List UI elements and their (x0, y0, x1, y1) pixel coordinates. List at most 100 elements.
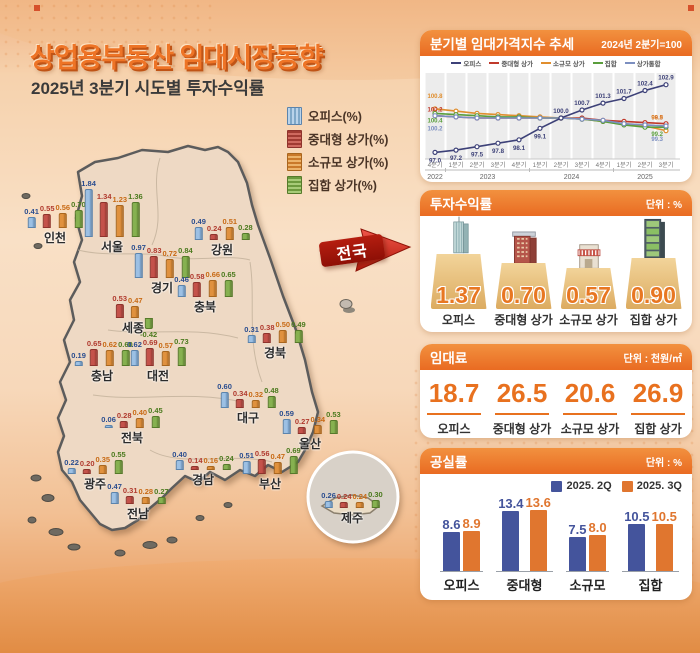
svg-text:3분기: 3분기 (659, 161, 674, 169)
svg-text:1분기: 1분기 (533, 161, 548, 169)
vacancy-bar: 13.6 (526, 496, 551, 571)
svg-text:102.4: 102.4 (637, 81, 653, 88)
investment-value: 1.37 (436, 282, 481, 308)
svg-text:101.3: 101.3 (595, 93, 611, 100)
dot-pattern-top-left (0, 0, 220, 70)
svg-text:2025: 2025 (637, 174, 653, 181)
svg-text:97.2: 97.2 (450, 155, 463, 162)
vacancy-bar: 8.6 (442, 518, 461, 571)
vacancy-category: 집합 (638, 578, 663, 593)
vacancy-group-중대형: 13.4 13.6 중대형 (493, 496, 556, 594)
svg-text:2022: 2022 (427, 174, 443, 181)
svg-text:2분기: 2분기 (470, 161, 485, 169)
rent-item-medium-large: 26.5 중대형 상가 (488, 378, 556, 438)
small-shop-icon (577, 244, 600, 269)
legend-label: 집합 상가(%) (308, 179, 377, 193)
rent-label: 소규모 상가 (560, 422, 620, 436)
vacancy-bar: 7.5 (568, 523, 587, 571)
panel-header: 공실률 단위 : % (420, 448, 692, 474)
svg-text:100.8: 100.8 (427, 94, 443, 100)
medium-large-building-icon (511, 231, 537, 264)
svg-text:100.7: 100.7 (574, 100, 590, 107)
pedestal (495, 263, 552, 309)
investment-label: 중대형 상가 (494, 313, 553, 327)
corner-decor-square (34, 5, 40, 11)
panel-note: 단위 : 천원/㎡ (623, 353, 682, 365)
vacancy-category: 소규모 (569, 578, 606, 593)
office-building-icon (287, 106, 302, 125)
svg-text:100.2: 100.2 (427, 127, 443, 133)
svg-text:99.5: 99.5 (651, 116, 663, 122)
svg-text:101.7: 101.7 (616, 89, 632, 96)
vacancy-group-소규모: 7.5 8.0 소규모 (556, 521, 619, 594)
map-legend: 오피스(%) 중대형 상가(%) 소규모 상가(%) 집합 상가(%) (287, 104, 388, 196)
vacancy-rate-panel: 공실률 단위 : % 2025. 2Q 2025. 3Q 8.6 8.9 오피스 13.… (420, 448, 692, 600)
rent-label: 집합 상가 (634, 422, 682, 436)
rent-label: 오피스 (437, 422, 471, 436)
rent-value: 26.5 (496, 378, 548, 408)
svg-text:4분기: 4분기 (596, 161, 611, 169)
legend-label: 오피스(%) (308, 110, 362, 124)
east-islet (339, 299, 355, 313)
svg-text:97.0: 97.0 (429, 157, 442, 164)
page-title: 상업용부동산 임대시장동향 (30, 43, 324, 73)
legend-label: 중대형 상가(%) (308, 133, 389, 147)
vacancy-legend-entry: 2025. 2Q (551, 480, 612, 492)
pedestal (625, 257, 682, 309)
rent-value: 26.9 (632, 378, 684, 408)
rent-item-office: 18.7 오피스 (420, 378, 488, 438)
investment-value: 0.90 (631, 282, 676, 308)
vacancy-bar-groups: 8.6 8.9 오피스 13.4 13.6 중대형 7.5 8.0 소규모 10.5 10.5 집합 (430, 496, 682, 594)
panel-title: 임대료 (430, 351, 468, 366)
investment-item-medium-large: 0.70 중대형 상가 (491, 216, 556, 332)
legend-entry: 집합 (592, 58, 617, 68)
investment-value: 0.70 (501, 282, 546, 308)
panel-header: 임대료 단위 : 천원/㎡ (420, 344, 692, 370)
investment-value: 0.57 (566, 282, 611, 308)
vacancy-category: 오피스 (443, 578, 480, 593)
korea-map (21, 144, 412, 557)
vacancy-legend-entry: 2025. 3Q (621, 480, 682, 492)
svg-text:98.1: 98.1 (513, 145, 526, 152)
investment-items: 1.37 오피스 0.70 중대형 상가 0.57 소 (420, 216, 692, 332)
legend-item-office: 오피스(%) (287, 104, 388, 127)
svg-text:100.0: 100.0 (553, 108, 569, 115)
legend-entry: 상가통합 (624, 58, 661, 68)
office-tower-icon (452, 216, 469, 254)
investment-item-small: 0.57 소규모 상가 (556, 216, 621, 332)
panel-note: 단위 : % (645, 199, 682, 211)
index-chart-legend: 오피스 중대형 상가 소규모 상가 집합 상가통합 (420, 56, 692, 69)
legend-entry: 소규모 상가 (541, 58, 585, 68)
coastal-islands (21, 193, 233, 557)
small-shop-building-icon (287, 152, 302, 171)
rent-label: 중대형 상가 (492, 422, 552, 436)
panel-title: 공실률 (430, 455, 468, 470)
panel-title: 분기별 임대가격지수 추세 (430, 37, 575, 52)
vacancy-group-오피스: 8.6 8.9 오피스 (430, 517, 493, 594)
svg-text:99.2: 99.2 (651, 132, 663, 138)
rental-price-index-panel: 분기별 임대가격지수 추세 2024년 2분기=100 오피스 중대형 상가 소규모… (420, 30, 692, 182)
legend-label: 소규모 상가(%) (308, 156, 389, 170)
divider (427, 413, 481, 415)
svg-text:97.8: 97.8 (492, 148, 505, 155)
vacancy-chart: 2025. 2Q 2025. 3Q 8.6 8.9 오피스 13.4 13.6 중대형 7.5… (420, 474, 692, 600)
pedestal (560, 268, 617, 309)
svg-text:2분기: 2분기 (554, 161, 569, 169)
svg-text:97.5: 97.5 (471, 152, 484, 159)
svg-text:3분기: 3분기 (575, 161, 590, 169)
investment-item-aggregate: 0.90 집합 상가 (621, 216, 686, 332)
svg-text:2분기: 2분기 (638, 161, 653, 169)
medium-large-building-icon (287, 129, 302, 148)
rent-value: 18.7 (428, 378, 480, 408)
panel-note: 2024년 2분기=100 (601, 39, 682, 51)
svg-text:3분기: 3분기 (491, 161, 506, 169)
aggregate-building-icon (287, 175, 302, 194)
mainland-outline (56, 144, 320, 532)
investment-label: 소규모 상가 (559, 313, 618, 327)
vacancy-bar: 13.4 (498, 497, 524, 571)
legend-item-small: 소규모 상가(%) (287, 150, 388, 173)
divider (495, 413, 549, 415)
jeju-inset (306, 450, 400, 544)
province-borders (77, 157, 273, 463)
svg-text:1분기: 1분기 (449, 161, 464, 169)
